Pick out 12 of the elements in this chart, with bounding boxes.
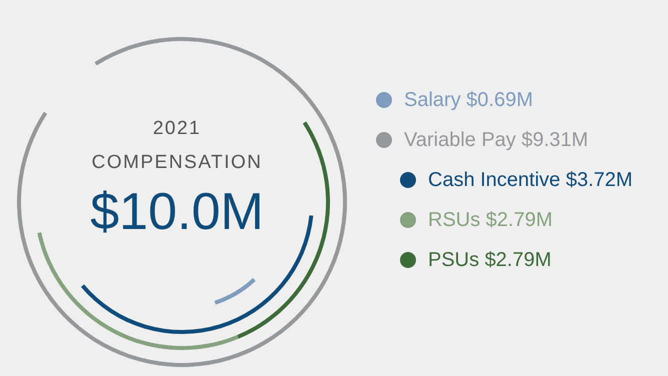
data-label: $9.31M	[521, 128, 588, 150]
category-label: Variable Pay	[404, 128, 516, 150]
category-label: Cash Incentive	[428, 168, 560, 190]
category-label: PSUs	[428, 248, 480, 270]
category-label: RSUs	[428, 208, 480, 230]
data-label: $2.79M	[484, 248, 552, 270]
text: $10.0M	[89, 182, 265, 242]
data-label: $3.72M	[566, 168, 633, 190]
data-label: $2.79M	[486, 208, 553, 230]
data-label: $0.69M	[466, 88, 533, 110]
category-label: Salary	[404, 88, 461, 110]
text: 2021 COMPENSATION	[90, 117, 264, 175]
